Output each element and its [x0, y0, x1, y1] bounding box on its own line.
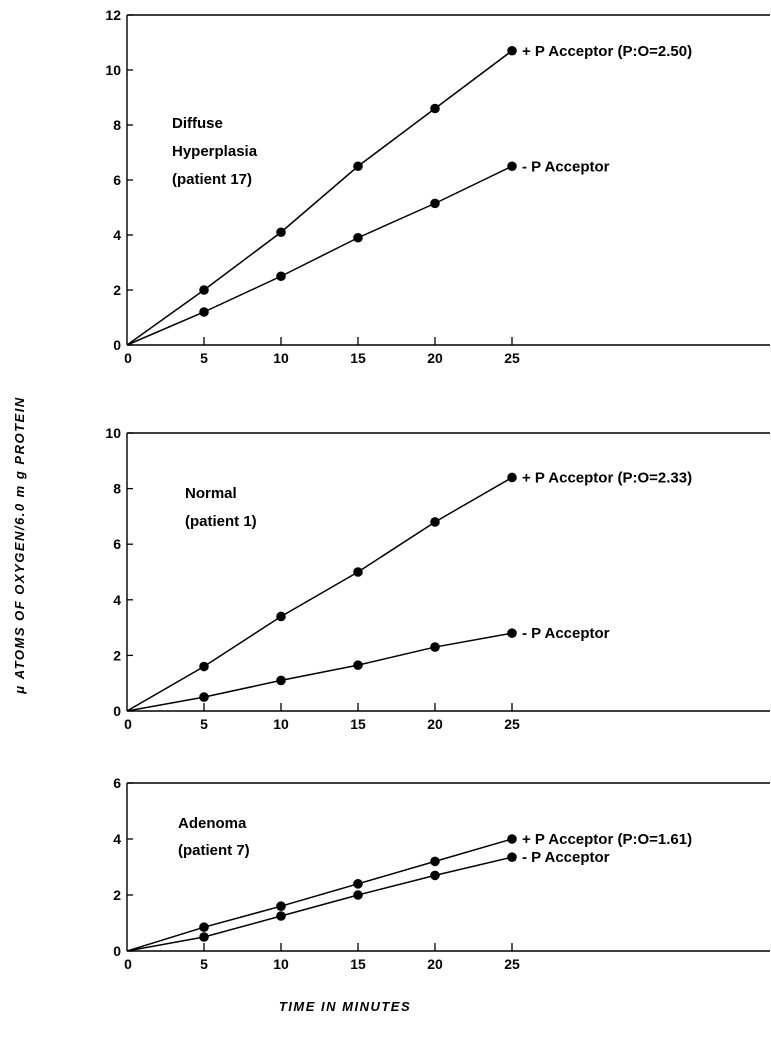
panel-label-line: Normal — [185, 485, 237, 502]
data-point — [199, 932, 209, 942]
data-point — [276, 911, 286, 921]
series-line-plus-p-acceptor — [126, 50, 513, 346]
data-point — [507, 852, 517, 862]
series-label: - P Acceptor — [522, 625, 610, 642]
data-point — [430, 198, 440, 209]
data-point — [430, 642, 440, 652]
y-tick-label: 4 — [113, 227, 121, 243]
x-tick-label: 10 — [273, 716, 289, 732]
series-label: + P Acceptor (P:O=1.61) — [522, 831, 692, 848]
y-tick-label: 6 — [113, 775, 121, 791]
series-line-minus-p-acceptor — [126, 165, 513, 346]
data-point — [507, 472, 517, 483]
y-tick-label: 2 — [113, 282, 121, 298]
x-axis-title: TIME IN MINUTES — [279, 999, 411, 1014]
data-point — [507, 161, 517, 172]
series-line-plus-p-acceptor — [126, 476, 513, 712]
data-point — [430, 870, 440, 881]
series-line-plus-p-acceptor — [126, 838, 513, 952]
y-tick-label: 0 — [113, 703, 121, 719]
panel-label-line: Diffuse — [172, 115, 223, 132]
data-point — [353, 161, 363, 172]
y-tick-label: 0 — [113, 337, 121, 353]
y-tick-label: 10 — [105, 62, 121, 78]
y-tick-label: 4 — [113, 831, 121, 847]
y-tick-label: 6 — [113, 536, 121, 552]
panel-label-line: Hyperplasia — [172, 143, 258, 160]
data-point — [276, 227, 286, 238]
x-tick-label: 15 — [350, 350, 366, 366]
chart-panel-3: 0 2 4 6 0 5 10 15 20 25 + P Acceptor (P:O=1.61)- P… — [113, 775, 770, 972]
x-tick-label: 25 — [504, 716, 520, 732]
y-axis-title: μ ATOMS OF OXYGEN/6.0 m g PROTEIN — [12, 396, 27, 694]
panel-label-line: (patient 7) — [178, 842, 250, 859]
data-point — [199, 922, 209, 932]
x-tick-label: 10 — [273, 956, 289, 972]
x-tick-label: 5 — [200, 350, 208, 366]
x-tick-label: 0 — [124, 716, 132, 732]
x-tick-label: 25 — [504, 350, 520, 366]
x-tick-label: 20 — [427, 956, 443, 972]
data-point — [199, 285, 209, 295]
y-tick-label: 10 — [105, 425, 121, 441]
y-tick-label: 8 — [113, 117, 121, 133]
data-point — [507, 45, 517, 56]
data-point — [276, 901, 286, 911]
x-tick-label: 0 — [124, 350, 132, 366]
data-point — [353, 660, 363, 670]
series-line-minus-p-acceptor — [126, 856, 513, 952]
data-point — [353, 890, 363, 900]
x-tick-label: 15 — [350, 956, 366, 972]
data-point — [199, 307, 209, 317]
series-label: + P Acceptor (P:O=2.50) — [522, 43, 692, 60]
x-tick-label: 5 — [200, 956, 208, 972]
y-tick-label: 2 — [113, 887, 121, 903]
series-label: - P Acceptor — [522, 158, 610, 175]
chart-panel-2: 0 2 4 6 8 10 0 5 10 15 20 25 + P Acceptor (P:O=2.33)… — [105, 425, 770, 732]
panel-label-line: Adenoma — [178, 815, 247, 832]
series-label: - P Acceptor — [522, 849, 610, 866]
series-label: + P Acceptor (P:O=2.33) — [522, 469, 692, 486]
data-point — [276, 611, 286, 622]
series-line-minus-p-acceptor — [126, 632, 513, 712]
data-point — [353, 567, 363, 577]
data-point — [430, 856, 440, 867]
panel-label-line: (patient 17) — [172, 171, 252, 188]
y-tick-label: 2 — [113, 647, 121, 663]
y-tick-label: 0 — [113, 943, 121, 959]
x-tick-label: 5 — [200, 716, 208, 732]
y-tick-label: 6 — [113, 172, 121, 188]
data-point — [507, 628, 517, 638]
chart-panel-1: 0 2 4 6 8 10 12 0 5 10 15 20 25 + P Acceptor (P:O=2.5… — [105, 7, 770, 366]
data-point — [353, 232, 363, 243]
panel-label-line: (patient 1) — [185, 513, 257, 530]
x-tick-label: 15 — [350, 716, 366, 732]
x-tick-label: 25 — [504, 956, 520, 972]
data-point — [507, 834, 517, 844]
data-point — [276, 675, 286, 686]
x-tick-label: 20 — [427, 716, 443, 732]
data-point — [353, 879, 363, 889]
x-tick-label: 10 — [273, 350, 289, 366]
data-point — [276, 271, 286, 282]
data-point — [430, 517, 440, 527]
y-tick-label: 12 — [105, 7, 121, 23]
y-tick-label: 8 — [113, 481, 121, 497]
data-point — [199, 692, 209, 702]
data-point — [430, 103, 440, 114]
x-tick-label: 20 — [427, 350, 443, 366]
data-point — [199, 661, 209, 672]
y-tick-label: 4 — [113, 592, 121, 608]
x-tick-label: 0 — [124, 956, 132, 972]
